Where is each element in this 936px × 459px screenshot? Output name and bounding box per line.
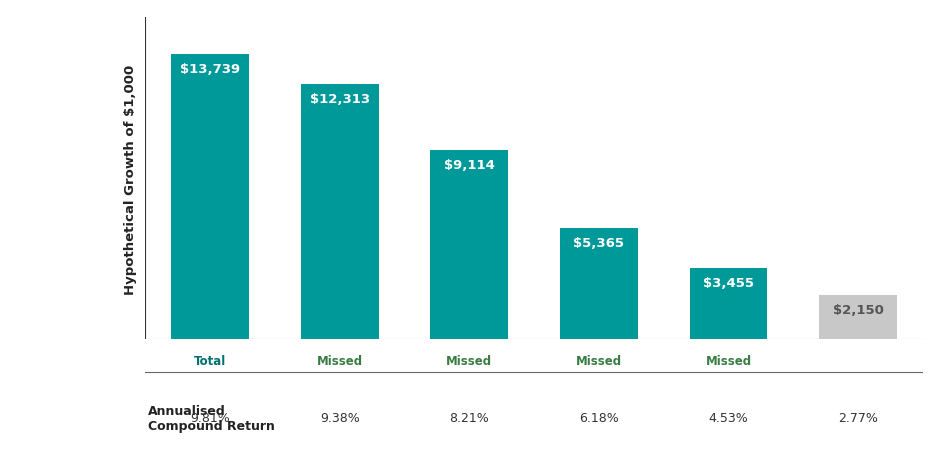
Bar: [818, 295, 896, 340]
Text: 9.38%: 9.38%: [319, 411, 359, 424]
Bar: [430, 151, 507, 340]
Bar: [560, 229, 637, 340]
Text: $3,455: $3,455: [702, 276, 753, 289]
Text: Annualised
Compound Return: Annualised Compound Return: [148, 404, 274, 431]
Text: $2,150: $2,150: [832, 303, 883, 316]
Y-axis label: Hypothetical Growth of $1,000: Hypothetical Growth of $1,000: [124, 64, 137, 294]
Text: Total
Period: Total Period: [188, 354, 231, 382]
Text: 6.18%: 6.18%: [578, 411, 618, 424]
Text: $9,114: $9,114: [444, 159, 494, 172]
Text: 9.81%: 9.81%: [190, 411, 229, 424]
Text: 8.21%: 8.21%: [449, 411, 489, 424]
Bar: [689, 268, 767, 340]
Text: 4.53%: 4.53%: [708, 411, 748, 424]
Bar: [171, 55, 249, 340]
Bar: [300, 84, 378, 340]
Text: Missed
5 Best
Single Days: Missed 5 Best Single Days: [431, 354, 507, 397]
Text: 2.77%: 2.77%: [838, 411, 877, 424]
Text: Missed
1 Best Day: Missed 1 Best Day: [304, 354, 374, 382]
Text: Missed
25 Best
Single Days: Missed 25 Best Single Days: [689, 354, 767, 397]
Text: $13,739: $13,739: [180, 63, 240, 76]
Text: Missed
15 Best
Single Days: Missed 15 Best Single Days: [560, 354, 636, 397]
Text: $5,365: $5,365: [573, 237, 623, 250]
Text: $12,313: $12,313: [309, 93, 370, 106]
